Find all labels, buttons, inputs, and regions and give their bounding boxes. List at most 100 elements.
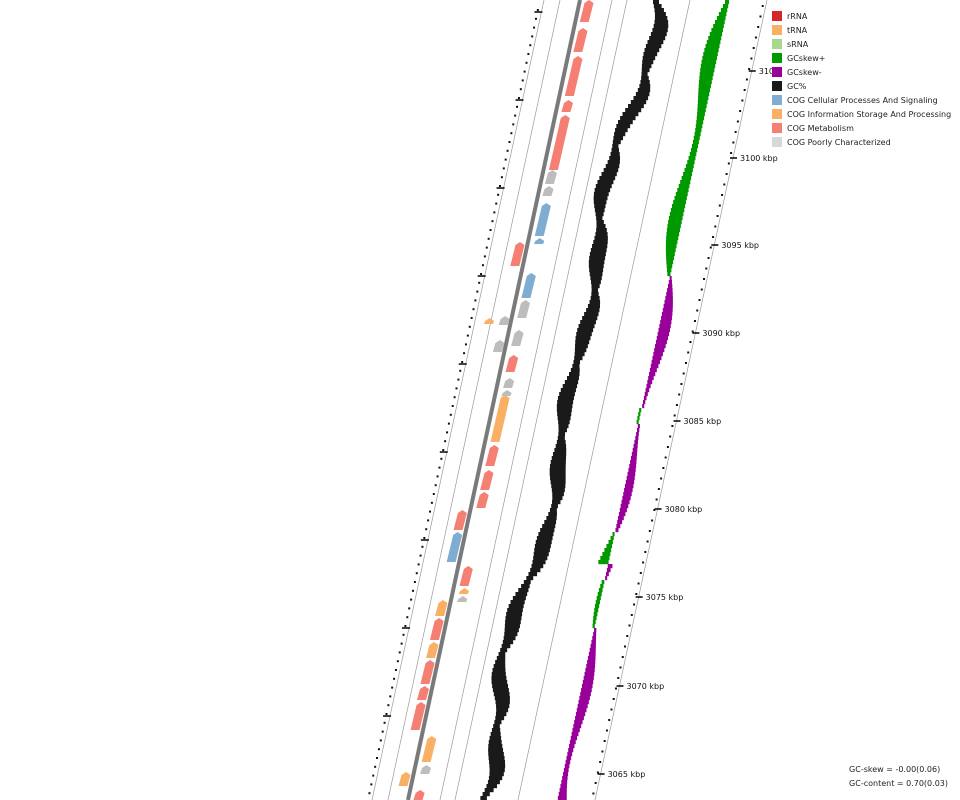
scale-dot: [601, 750, 604, 753]
skew-bar: [665, 248, 676, 253]
scale-dot: [630, 614, 633, 616]
skew-bar: [680, 180, 691, 185]
gc-bar: [566, 376, 579, 381]
scale-dot: [628, 624, 631, 627]
scale-dot: [741, 99, 744, 102]
skew-bar: [655, 344, 666, 349]
scale-dot: [603, 740, 606, 742]
scale-dot: [646, 540, 649, 543]
skew-bar: [634, 440, 638, 445]
scale-dot: [687, 351, 690, 354]
gc-bar: [491, 728, 501, 733]
skew-bar: [631, 452, 638, 457]
gc-bar: [654, 16, 668, 21]
gc-bar: [614, 132, 626, 137]
tick-dot: [504, 158, 507, 161]
gc-bar: [620, 116, 636, 121]
gene-feature: [420, 765, 432, 774]
gc-bar: [508, 604, 524, 609]
skew-bar: [569, 744, 575, 749]
skew-bar: [606, 568, 611, 573]
skew-bar: [714, 20, 725, 25]
skew-bar: [581, 688, 592, 693]
gene-feature: [573, 28, 588, 52]
skew-bar: [653, 352, 663, 357]
gc-bar: [641, 76, 649, 81]
gc-bar: [557, 396, 574, 401]
tick-dot: [423, 537, 426, 539]
skew-bar: [665, 244, 677, 249]
tick-dot: [396, 660, 399, 663]
gene-feature: [458, 588, 470, 594]
gc-bar: [589, 252, 606, 257]
gc-bar: [495, 700, 510, 705]
gc-bar: [496, 656, 506, 661]
gc-bar: [504, 628, 519, 633]
skew-bar: [576, 708, 587, 713]
gc-bar: [593, 196, 608, 201]
tick-dot: [417, 563, 420, 566]
skew-bar: [574, 720, 583, 725]
skew-bar: [687, 160, 695, 165]
skew-bar: [660, 320, 672, 325]
stats-panel: GC-skew = -0.00(0.06) GC-content = 0.70(…: [849, 763, 948, 791]
gc-bar: [550, 464, 566, 469]
skew-bar: [583, 676, 594, 681]
scale-dot: [703, 278, 706, 280]
gc-bar: [642, 56, 656, 61]
skew-bar: [575, 712, 586, 717]
skew-bar: [573, 724, 582, 729]
tick-dot: [463, 352, 466, 355]
gc-bar: [551, 484, 566, 489]
skew-bar: [713, 24, 724, 29]
gc-bar: [611, 148, 620, 153]
skew-bar: [580, 692, 591, 697]
skew-bar: [703, 52, 718, 57]
scale-dot: [619, 666, 622, 669]
tick-dot: [483, 255, 486, 258]
skew-bar: [588, 652, 596, 657]
scale-dot: [684, 362, 687, 364]
gc-bar: [616, 124, 631, 129]
scale-dot: [725, 173, 728, 175]
skew-bar: [699, 72, 714, 77]
skew-bar: [572, 728, 580, 733]
tick-dot: [453, 396, 456, 399]
legend-item: COG Poorly Characterized: [772, 135, 951, 149]
tick-dot: [427, 519, 430, 522]
skew-bar: [711, 28, 723, 33]
gc-bar: [489, 736, 502, 741]
gc-bar: [491, 680, 508, 685]
skew-bar: [661, 312, 673, 317]
skew-bar: [559, 788, 567, 793]
tick-dot: [391, 686, 394, 689]
gc-bar: [544, 520, 557, 525]
skew-bar: [678, 184, 690, 189]
gene-feature: [544, 170, 557, 184]
skew-bar: [708, 36, 722, 41]
gc-bar: [588, 264, 604, 269]
skew-bar: [643, 400, 646, 405]
legend-label: sRNA: [787, 39, 809, 49]
skew-bar: [598, 588, 603, 593]
scale-dot: [644, 551, 647, 553]
gc-bar: [504, 632, 518, 637]
skew-bar: [630, 460, 637, 465]
skew-bar: [685, 164, 694, 169]
skew-bar: [618, 512, 626, 517]
gc-bar: [594, 208, 605, 213]
gc-bar: [550, 480, 566, 485]
skew-bar: [661, 316, 672, 321]
gc-bar: [641, 64, 652, 69]
scale-label: 3065 kbp: [608, 770, 646, 779]
gc-bar: [507, 608, 523, 613]
gc-bar: [640, 80, 650, 85]
skew-bar: [643, 396, 647, 401]
skew-bar: [698, 84, 711, 89]
scale-dot: [626, 635, 629, 637]
gc-bar: [644, 48, 660, 53]
gene-feature: [446, 532, 463, 562]
tick-dot: [381, 730, 384, 733]
gc-bar: [613, 136, 624, 141]
tick-dot: [368, 792, 371, 795]
